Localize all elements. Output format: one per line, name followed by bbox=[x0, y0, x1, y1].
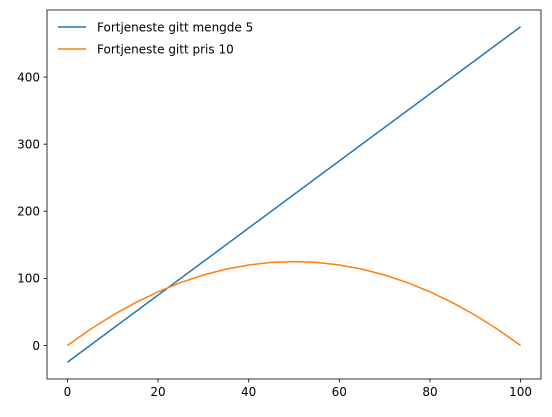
x-tick-label: 20 bbox=[150, 385, 165, 399]
x-axis: 0 20 40 60 80 100 bbox=[64, 379, 532, 399]
x-tick-label: 100 bbox=[509, 385, 532, 399]
x-tick-label: 40 bbox=[241, 385, 256, 399]
series-line-1 bbox=[66, 26, 522, 363]
y-tick-label: 0 bbox=[32, 339, 40, 353]
legend-label-1: Fortjeneste gitt mengde 5 bbox=[97, 20, 253, 34]
series-line-2 bbox=[66, 260, 522, 347]
x-tick-label: 0 bbox=[64, 385, 72, 399]
legend: Fortjeneste gitt mengde 5 Fortjeneste git… bbox=[58, 20, 253, 56]
y-axis: 0 100 200 300 400 bbox=[17, 70, 47, 353]
x-tick-label: 60 bbox=[332, 385, 347, 399]
x-tick-label: 80 bbox=[422, 385, 437, 399]
series-layer bbox=[66, 26, 522, 363]
y-tick-label: 300 bbox=[17, 137, 40, 151]
plot-frame bbox=[46, 9, 542, 380]
legend-label-2: Fortjeneste gitt pris 10 bbox=[97, 42, 234, 56]
y-tick-label: 200 bbox=[17, 205, 40, 219]
y-tick-label: 400 bbox=[17, 70, 40, 84]
y-tick-label: 100 bbox=[17, 272, 40, 286]
